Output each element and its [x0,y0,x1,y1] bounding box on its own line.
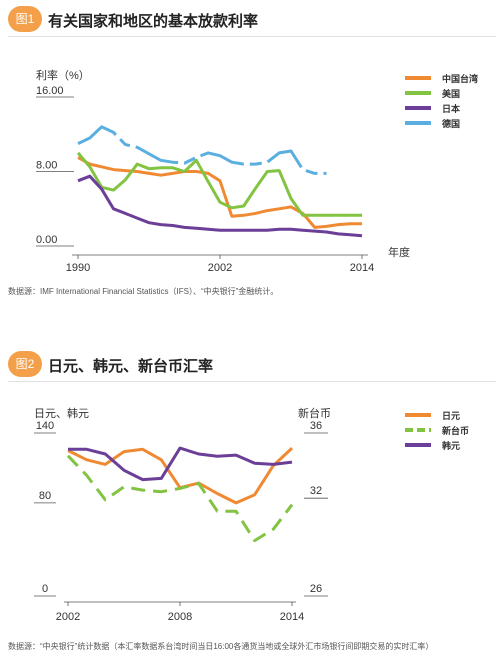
y-right-tick-label: 36 [310,420,322,432]
x-tick-label: 2002 [208,262,232,274]
legend-label: 日元 [442,411,460,421]
legend-label: 美国 [442,88,460,99]
legend-label: 新台币 [442,425,469,436]
legend-label: 日本 [442,103,461,114]
series-line-美国 [76,151,362,217]
legend-label: 中国台湾 [442,73,478,84]
y-left-tick-label: 140 [36,420,54,432]
y-right-axis-title: 新台币 [298,406,331,420]
source-note: 数据源：“中央银行”统计数据（本汇率数据系台湾时间当日16:00各通货当地或全球… [8,642,434,651]
y-axis-title: 利率（%） [36,68,90,82]
x-axis-title: 年度 [388,245,410,259]
series-line-德国 [77,125,327,175]
series-line-韩元 [68,446,293,482]
header-divider [8,36,496,37]
chart-title: 有关国家和地区的基本放款利率 [48,13,259,30]
chart-panel-2: 图2 日元、韩元、新台币汇率 0 80 140 26 32 36 2002 2008 2014 日… [0,345,502,658]
y-left-tick-label: 80 [39,490,51,502]
source-note: 数据源：IMF International Financial Statisti… [8,287,279,296]
x-tick-label: 2014 [280,611,304,623]
chart-title: 日元、韩元、新台币汇率 [48,358,214,375]
series-line-新台币 [66,454,294,543]
series-line-中国台湾 [77,156,362,229]
x-tick-label: 2008 [168,611,192,623]
legend-label: 德国 [442,118,460,129]
y-tick-label: 8.00 [36,160,57,172]
y-left-axis-title: 日元、韩元 [34,406,89,420]
y-right-tick-label: 32 [310,485,322,497]
x-tick-label: 2002 [56,611,80,623]
series-line-日本 [77,174,363,238]
y-tick-label: 0.00 [36,234,57,246]
x-tick-label: 1990 [66,262,90,274]
y-tick-label: 16.00 [36,85,64,97]
chart-panel-1: 图1 有关国家和地区的基本放款利率 0.00 8.00 16.00 1990 2002 2… [0,0,502,310]
figure-badge: 图2 [8,351,42,377]
chart-1-plot: 0.00 8.00 16.00 1990 2002 2014 利率（%） 年度 中国台湾美国日本… [36,68,478,274]
y-left-tick-label: 0 [42,583,48,595]
header-divider [8,381,496,382]
legend-label: 韩元 [442,440,460,451]
figure-badge: 图1 [8,6,42,32]
x-tick-label: 2014 [350,262,374,274]
y-right-tick-label: 26 [310,583,322,595]
